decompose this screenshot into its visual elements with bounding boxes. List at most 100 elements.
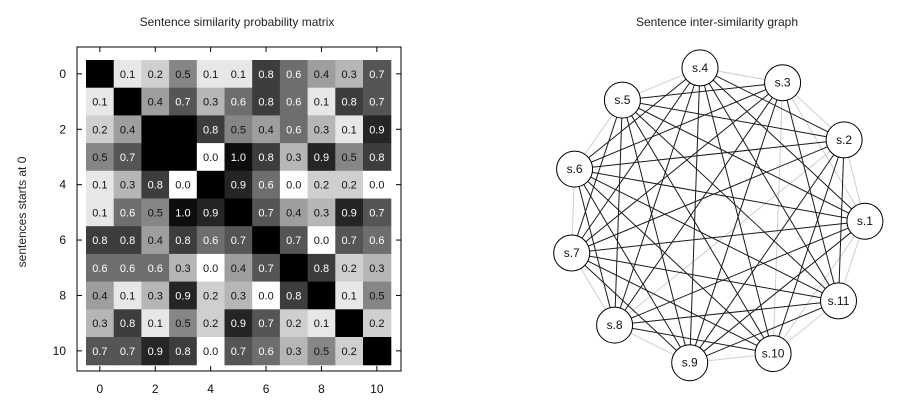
heatmap-cell-label: 0.5 (369, 290, 384, 302)
heatmap-cell (113, 198, 142, 227)
heatmap-cells (86, 60, 392, 366)
heatmap-x-tick-label: 10 (370, 382, 384, 396)
graph-strong-edge (621, 99, 691, 363)
graph-strong-edge (574, 67, 701, 170)
heatmap-cell (196, 60, 226, 89)
heatmap-cell (363, 170, 392, 200)
graph-strong-edge (574, 168, 839, 302)
graph-strong-edge (574, 82, 783, 170)
heatmap-title: Sentence similarity probability matrix (140, 15, 335, 29)
graph-node: s.5 (603, 81, 641, 119)
heatmap-cell-label: 0.9 (342, 207, 357, 219)
heatmap-cell (252, 87, 281, 116)
heatmap-cell (141, 60, 170, 89)
graph-node-circle (556, 150, 594, 188)
graph-strong-edge (622, 99, 866, 222)
heatmap-cell-label: 0.7 (369, 97, 384, 109)
heatmap-cell-label: 0.8 (314, 263, 329, 275)
heatmap-cell (307, 115, 336, 144)
heatmap-cell-label: 0.3 (203, 97, 218, 109)
heatmap-cell (363, 115, 392, 144)
heatmap-cell-label: 0.9 (369, 124, 384, 136)
heatmap-cell (86, 170, 115, 200)
heatmap-frame (76, 46, 402, 372)
heatmap-cell-label: 0.7 (258, 318, 273, 330)
heatmap-cell (307, 87, 336, 116)
heatmap-cell (169, 253, 198, 283)
heatmap-cell-labels: 0.1 0.2 0.5 0.1 0.1 0.8 0.6 0.4 0.3 0.7 0.1 0.4 0.7 0… (92, 69, 384, 358)
heatmap-cell (335, 60, 364, 89)
graph-weak-edge (772, 220, 866, 354)
heatmap-cell (252, 337, 281, 366)
heatmap-cell (335, 115, 364, 144)
heatmap-y-tick-label: 6 (59, 233, 66, 247)
graph-strong-edge (571, 252, 839, 302)
heatmap-cell (196, 87, 226, 116)
graph-strong-edge (571, 82, 783, 254)
heatmap-cell (279, 281, 309, 310)
heatmap-cell-label: 0.4 (286, 207, 301, 219)
heatmap-cell-label: 0.2 (148, 69, 163, 81)
heatmap-cell (279, 87, 309, 116)
heatmap-cell (363, 337, 392, 366)
heatmap-cell (86, 309, 115, 338)
heatmap-cell-label: 0.0 (314, 235, 329, 247)
heatmap-cell (169, 198, 198, 227)
heatmap-cell-label: 0.1 (92, 97, 107, 109)
graph-strong-edge (689, 300, 839, 364)
heatmap-cell-label: 0.1 (314, 97, 329, 109)
heatmap-cell (335, 337, 364, 366)
heatmap-x-tick-label: 2 (152, 382, 159, 396)
graph-node-label: s.10 (762, 347, 785, 361)
graph-strong-edge (614, 100, 623, 326)
heatmap-cell (196, 253, 226, 283)
heatmap-cell (196, 115, 226, 144)
heatmap-cell-label: 0.9 (231, 318, 246, 330)
graph-strong-edge (571, 139, 845, 254)
graph-node-circle (846, 202, 884, 240)
heatmap-cell (113, 226, 142, 255)
heatmap-cell-label: 0.8 (203, 124, 218, 136)
heatmap-cell-label: 0.7 (231, 235, 246, 247)
heatmap-cell-label: 0.1 (148, 318, 163, 330)
heatmap-cell (169, 115, 198, 144)
heatmap-cell (141, 337, 170, 366)
heatmap-cell-label: 0.7 (342, 235, 357, 247)
heatmap-cell-label: 0.0 (203, 346, 218, 358)
heatmap-cell-label: 0.0 (258, 290, 273, 302)
heatmap-cell (141, 253, 170, 283)
heatmap-cell (86, 87, 115, 116)
heatmap-cell (307, 253, 336, 283)
heatmap-cell (335, 281, 364, 310)
heatmap-cell-label: 0.4 (148, 235, 163, 247)
heatmap-cell-label: 0.2 (203, 318, 218, 330)
heatmap-cell-label: 0.2 (314, 180, 329, 192)
graph-strong-edge (622, 99, 839, 302)
heatmap-cell-label: 0.7 (175, 97, 190, 109)
graph-node: s.7 (553, 234, 591, 272)
graph-strong-edge (699, 67, 845, 141)
heatmap-cell-label: 0.6 (258, 346, 273, 358)
heatmap-cell-label: 0.8 (342, 97, 357, 109)
graph-weak-edge (782, 82, 866, 222)
graph-strong-edge (699, 67, 774, 354)
heatmap-cell (224, 87, 253, 116)
graph-strong-edge (574, 168, 616, 326)
heatmap-cell (113, 170, 142, 200)
graph-node: s.3 (764, 64, 802, 102)
heatmap-cell-label: 0.4 (258, 124, 273, 136)
graph-strong-edge (574, 168, 774, 354)
heatmap-cell (252, 226, 281, 255)
heatmap-cell-label: 0.3 (314, 207, 329, 219)
heatmap-cell-label: 0.1 (314, 318, 329, 330)
graph-node-circle (825, 121, 863, 159)
heatmap-cell-label: 0.7 (258, 207, 273, 219)
heatmap-x-tick-label: 0 (97, 382, 104, 396)
heatmap-cell-label: 0.1 (203, 69, 218, 81)
graph-strong-edge (574, 139, 845, 170)
graph-node-circle (671, 344, 709, 382)
heatmap-cell-label: 0.5 (175, 69, 190, 81)
graph-node: s.11 (820, 282, 857, 320)
heatmap-cell (113, 337, 142, 366)
